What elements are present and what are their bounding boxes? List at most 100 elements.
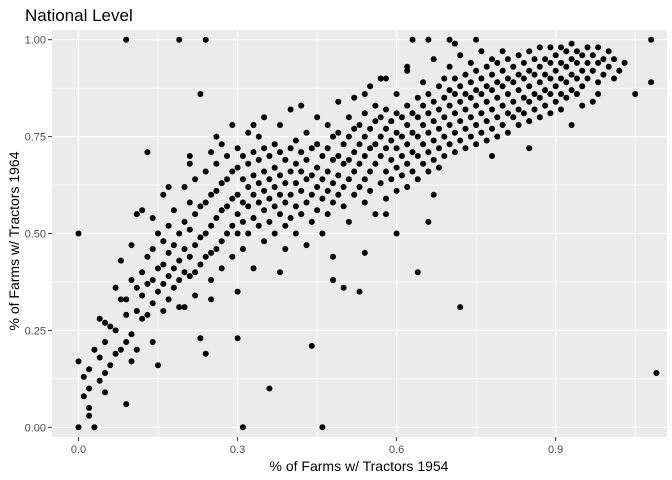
data-point [314, 141, 321, 148]
data-point [600, 56, 607, 63]
data-point [611, 56, 617, 63]
data-point [139, 292, 146, 299]
data-point [515, 71, 522, 78]
data-point [80, 393, 87, 400]
data-point [579, 102, 586, 109]
data-point [611, 75, 617, 82]
data-point [568, 87, 575, 94]
data-point [176, 277, 183, 283]
data-point [462, 71, 469, 78]
data-point [573, 75, 580, 82]
data-point [202, 168, 209, 175]
data-point [367, 187, 374, 194]
data-point [446, 87, 453, 94]
data-point [552, 98, 559, 105]
data-point [324, 187, 331, 194]
data-point [224, 203, 230, 210]
data-point [139, 315, 146, 322]
data-point [303, 199, 310, 206]
data-point [255, 222, 262, 229]
data-point [531, 71, 538, 78]
data-point [489, 153, 495, 159]
data-point [404, 102, 411, 109]
data-point [473, 141, 480, 148]
data-point [213, 187, 220, 194]
data-point [563, 48, 570, 55]
data-point [234, 230, 241, 237]
data-point [547, 44, 554, 51]
data-point [144, 253, 151, 260]
data-point [478, 110, 485, 117]
data-point [96, 377, 103, 384]
data-point [584, 75, 591, 82]
data-point [245, 203, 252, 210]
data-point [266, 385, 273, 392]
data-point [595, 44, 602, 51]
data-point [398, 114, 405, 121]
data-point [361, 133, 368, 140]
data-point [542, 102, 549, 109]
data-point [361, 110, 368, 117]
data-point [123, 36, 130, 43]
data-point [282, 246, 289, 252]
data-point [330, 253, 336, 260]
data-point [308, 218, 315, 225]
data-point [298, 211, 305, 218]
data-point [160, 280, 167, 287]
data-point [239, 424, 246, 431]
y-axis-ticks: 0.00 0.25 0.50 0.75 1.00 [25, 35, 52, 434]
data-point [568, 122, 575, 128]
data-point [86, 366, 93, 373]
data-point [202, 350, 209, 357]
data-point [356, 141, 363, 148]
data-point [155, 230, 161, 237]
data-point [494, 59, 501, 66]
data-point [462, 145, 469, 152]
data-point [330, 156, 336, 163]
data-point [229, 122, 236, 128]
data-point [319, 153, 326, 159]
data-point [261, 187, 268, 194]
data-point [261, 145, 268, 152]
data-point [176, 304, 183, 311]
data-point [128, 331, 135, 338]
data-point [441, 133, 448, 140]
data-point [510, 114, 517, 121]
data-point [563, 94, 570, 101]
data-point [314, 207, 321, 214]
data-point [372, 118, 379, 125]
data-point [181, 218, 188, 225]
data-point [451, 110, 458, 117]
data-point [361, 199, 368, 206]
data-point [335, 172, 342, 179]
data-point [234, 191, 241, 198]
data-point [165, 222, 172, 229]
data-point [245, 160, 252, 167]
data-point [420, 141, 427, 148]
data-point [414, 114, 421, 121]
data-point [340, 160, 347, 167]
data-point [504, 129, 511, 136]
data-point [351, 149, 358, 156]
data-point [123, 311, 130, 318]
data-point [377, 114, 384, 121]
data-point [133, 211, 140, 218]
data-point [144, 280, 151, 287]
data-point [298, 168, 305, 175]
data-point [589, 52, 596, 59]
data-point [335, 153, 342, 159]
data-point [213, 215, 220, 221]
data-point [542, 87, 549, 94]
data-point [579, 52, 586, 59]
data-point [149, 339, 156, 345]
data-point [595, 91, 602, 97]
data-point [356, 122, 363, 128]
data-point [568, 56, 575, 63]
data-point [536, 114, 543, 121]
data-point [478, 91, 485, 97]
data-point [197, 91, 204, 97]
data-point [605, 63, 612, 70]
data-point [181, 184, 188, 190]
data-point [462, 106, 469, 113]
data-point [245, 230, 252, 237]
